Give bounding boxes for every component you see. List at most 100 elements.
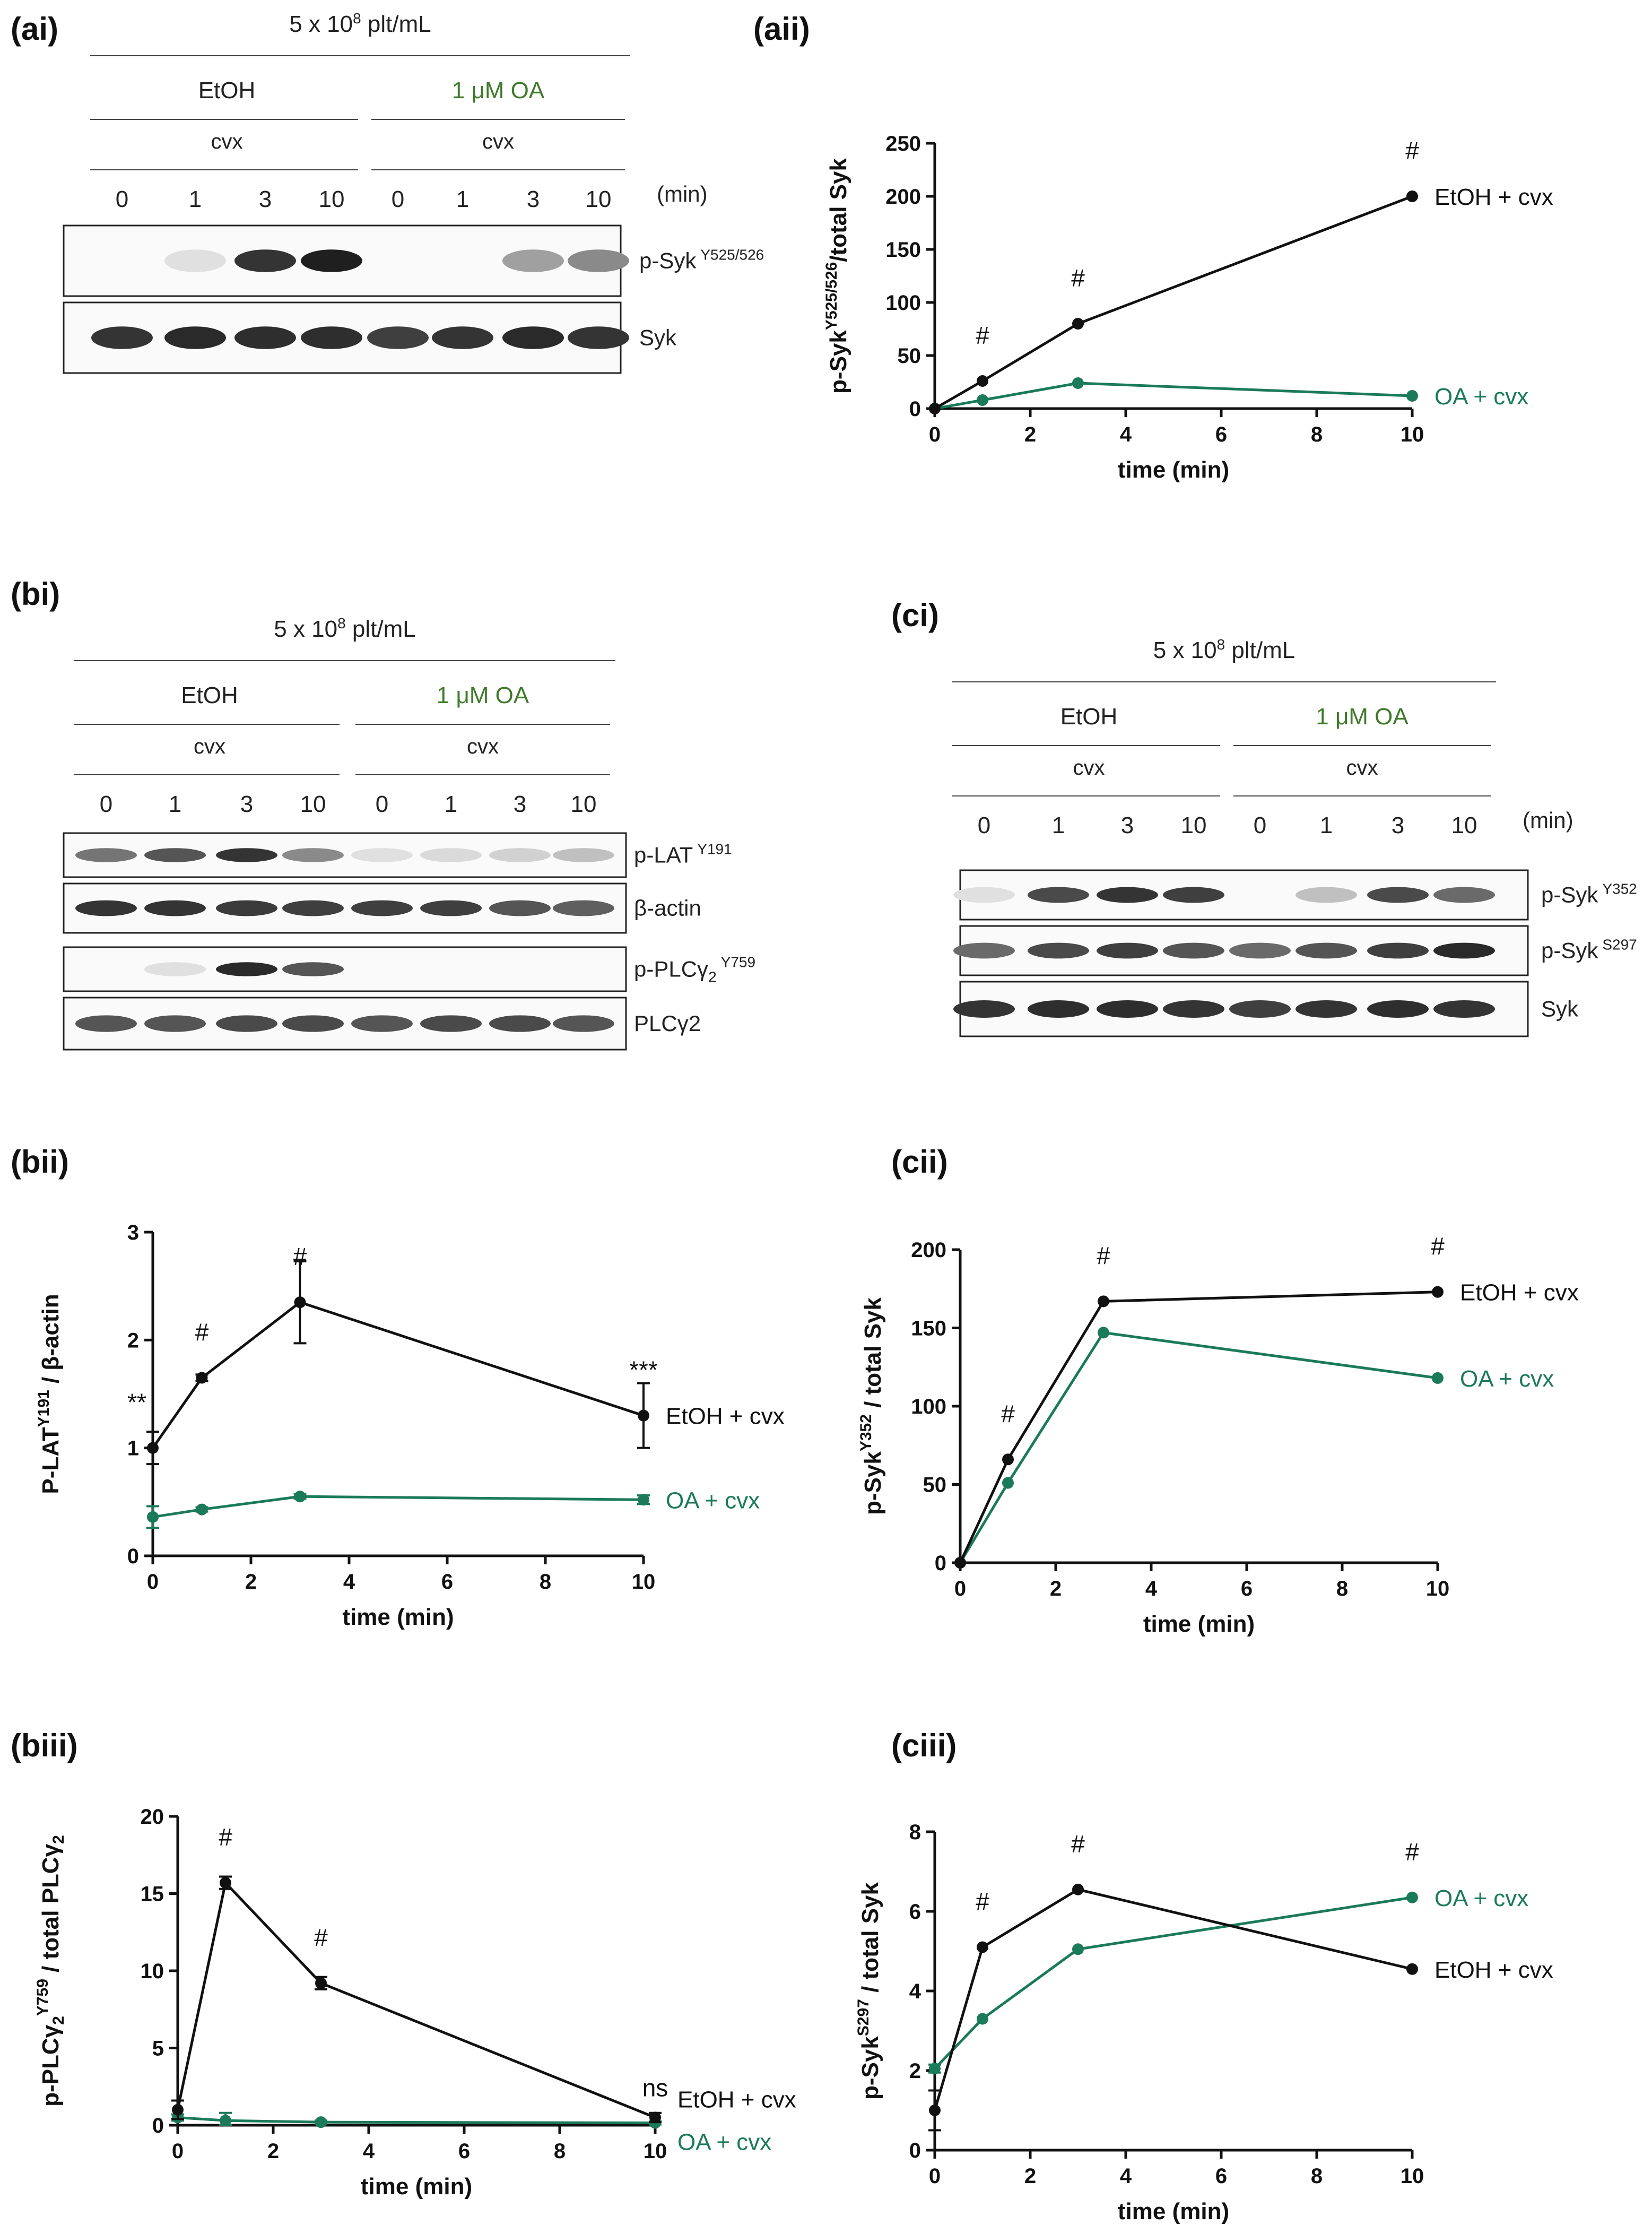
blot-band [216,1015,277,1032]
blot-band [1433,887,1495,903]
y-tick-label: 0 [935,1552,946,1575]
series-line [152,1495,644,1519]
x-axis-label: time (min) [1118,457,1229,483]
y-tick-label: 1 [127,1437,139,1460]
blot-min-label: (min) [1523,808,1573,833]
data-point [294,1296,306,1309]
blot-band [91,326,153,349]
data-point [638,1409,649,1422]
blot-group-oa: 1 μM OA [452,77,545,103]
blot-band [351,900,413,916]
blot-band [568,249,629,272]
x-tick-label: 4 [1145,1577,1158,1600]
blot-band [432,326,493,349]
blot-band [1028,942,1089,959]
x-tick-label: 8 [1336,1577,1348,1600]
data-point [1072,1943,1084,1955]
blot-group-oa: 1 μM OA [1316,704,1408,730]
blot-band [502,249,564,272]
blot-band [953,887,1015,903]
blot-band [1229,1000,1291,1018]
x-axis-label: time (min) [342,1604,454,1630]
blot-band [164,249,226,272]
blot-group-etoh: EtOH [181,682,238,708]
blot-band [1367,942,1429,959]
data-point [929,2063,941,2075]
blot-time-label: 10 [1451,812,1477,838]
series-label-etoh: EtOH + cvx [666,1404,785,1430]
blot-min-label: (min) [657,181,708,206]
significance-marker: # [314,1924,328,1951]
panel-label-bi: (bi) [11,576,60,612]
series-line [934,1896,1413,2070]
blot-band [1367,1000,1429,1018]
y-tick-label: 8 [909,1821,921,1844]
blot-band [1163,1000,1224,1018]
blot-band [502,326,564,349]
blot-band [282,1015,344,1032]
data-point [1406,1891,1418,1903]
western-blot-ai: 5 x 108 plt/mL EtOH 1 μM OA cvx cvx 0 1 3 10 0 1 3 1… [63,10,764,374]
data-point [1406,1963,1418,1975]
y-tick-label: 0 [909,397,921,421]
blot-agonist-label: cvx [1346,756,1378,780]
blot-band [144,900,206,916]
blot-band [420,1015,482,1032]
x-tick-label: 2 [1050,1577,1062,1600]
blot-group-etoh: EtOH [1060,704,1118,730]
series-label-oa: OA + cvx [1434,384,1528,410]
y-axis-label: p-SykS297 / total Syk [855,1882,883,2100]
blot-time-label: 3 [1121,812,1134,838]
blot-time-label: 1 [169,791,181,817]
blot-band [75,1015,137,1032]
blot-time-label: 10 [319,186,345,212]
blot-band-label: β-actin [634,896,701,921]
series-line [177,2116,656,2125]
data-point [977,2013,988,2025]
blot-time-label: 0 [1254,812,1266,838]
data-point [1072,318,1084,330]
panel-label-biii: (biii) [11,1728,78,1763]
blot-agonist-label: cvx [194,735,225,758]
blot-band [1163,887,1224,903]
y-tick-label: 2 [127,1329,139,1352]
blot-band [953,942,1015,959]
significance-marker: # [293,1243,307,1270]
blot-band [1097,887,1158,903]
panel-label-cii: (cii) [891,1144,948,1180]
blot-band [489,1015,551,1032]
x-tick-label: 2 [267,2140,279,2163]
blot-band [282,900,344,916]
significance-marker: # [1405,1838,1419,1866]
blot-band [216,848,277,862]
blot-band [553,1015,614,1032]
blot-band [144,848,206,862]
significance-marker: # [1071,264,1085,292]
series-label-etoh: EtOH + cvx [677,2086,796,2112]
blot-band [1295,942,1357,959]
series-label-oa: OA + cvx [1434,1885,1528,1911]
blot-band [1163,942,1224,959]
y-tick-label: 3 [127,1221,139,1244]
y-axis-label: P-LATY191 / β-actin [35,1294,64,1494]
x-tick-label: 4 [363,2140,375,2163]
data-point [1002,1453,1014,1466]
blot-band [144,1015,206,1032]
significance-marker: # [219,1823,232,1851]
blot-agonist-label: cvx [1073,756,1105,780]
blot-band [301,326,362,349]
data-point [649,2111,661,2124]
blot-band-label: Syk [639,325,677,350]
x-tick-label: 4 [343,1570,355,1594]
significance-marker: # [1071,1830,1085,1858]
western-blot-ci: 5 x 108 plt/mL EtOH 1 μM OA cvx cvx 0 1 3 10 0 1 3 1… [952,636,1637,1037]
blot-agonist-label: cvx [467,735,499,758]
y-axis-label: p-SykY525/526/total Syk [823,158,851,394]
blot-time-label: 0 [392,186,404,212]
y-tick-label: 5 [152,2037,164,2060]
series-label-oa: OA + cvx [666,1487,760,1513]
blot-time-label: 10 [586,186,612,212]
y-tick-label: 10 [141,1960,164,1983]
data-point [294,1491,306,1503]
blot-time-label: 10 [300,791,326,817]
